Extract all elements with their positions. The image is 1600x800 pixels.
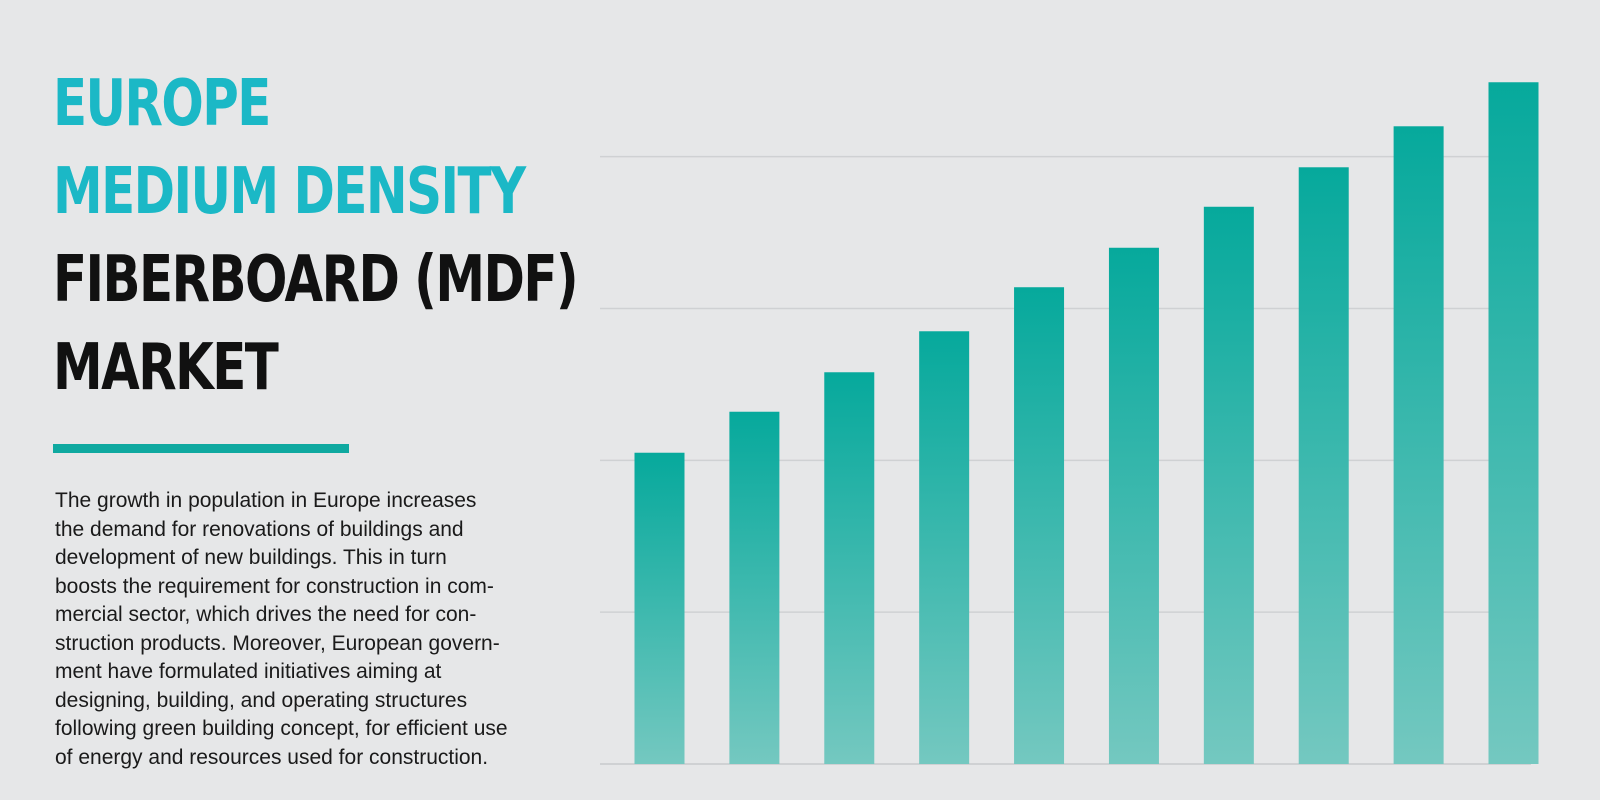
bar-1 (634, 452, 685, 764)
description-line: of energy and resources used for constru… (55, 745, 489, 769)
description-line: the demand for renovations of buildings … (55, 517, 464, 541)
bar-9 (1393, 126, 1444, 765)
description-line: development of new buildings. This in tu… (55, 546, 447, 569)
bar-2 (729, 411, 780, 764)
description-line: boosts the requirement for construction … (55, 574, 494, 598)
bar-10 (1488, 82, 1539, 765)
bar-6 (1108, 247, 1159, 764)
bars (634, 82, 1539, 765)
title-block: EUROPE MEDIUM DENSITY FIBERBOARD (MDF) M… (53, 60, 593, 412)
bar-8 (1298, 167, 1349, 765)
description-line: designing, building, and operating struc… (55, 688, 468, 712)
title-underline (53, 444, 349, 453)
description-line: struction products. Moreover, European g… (55, 631, 500, 655)
title-line-4: MARKET (53, 331, 279, 405)
bar-3 (824, 372, 875, 764)
bar-4 (919, 331, 970, 764)
title-line-1: EUROPE (53, 67, 271, 141)
description-paragraph: The growth in population in Europe incre… (55, 487, 595, 772)
bar-7 (1203, 206, 1254, 765)
bar-5 (1014, 287, 1065, 764)
description-line: The growth in population in Europe incre… (55, 489, 477, 512)
description-line: following green building concept, for ef… (55, 717, 508, 740)
title-line-2: MEDIUM DENSITY (53, 155, 526, 229)
description-line: mercial sector, which drives the need fo… (55, 603, 477, 626)
description-line: ment have formulated initiatives aiming … (55, 660, 442, 683)
